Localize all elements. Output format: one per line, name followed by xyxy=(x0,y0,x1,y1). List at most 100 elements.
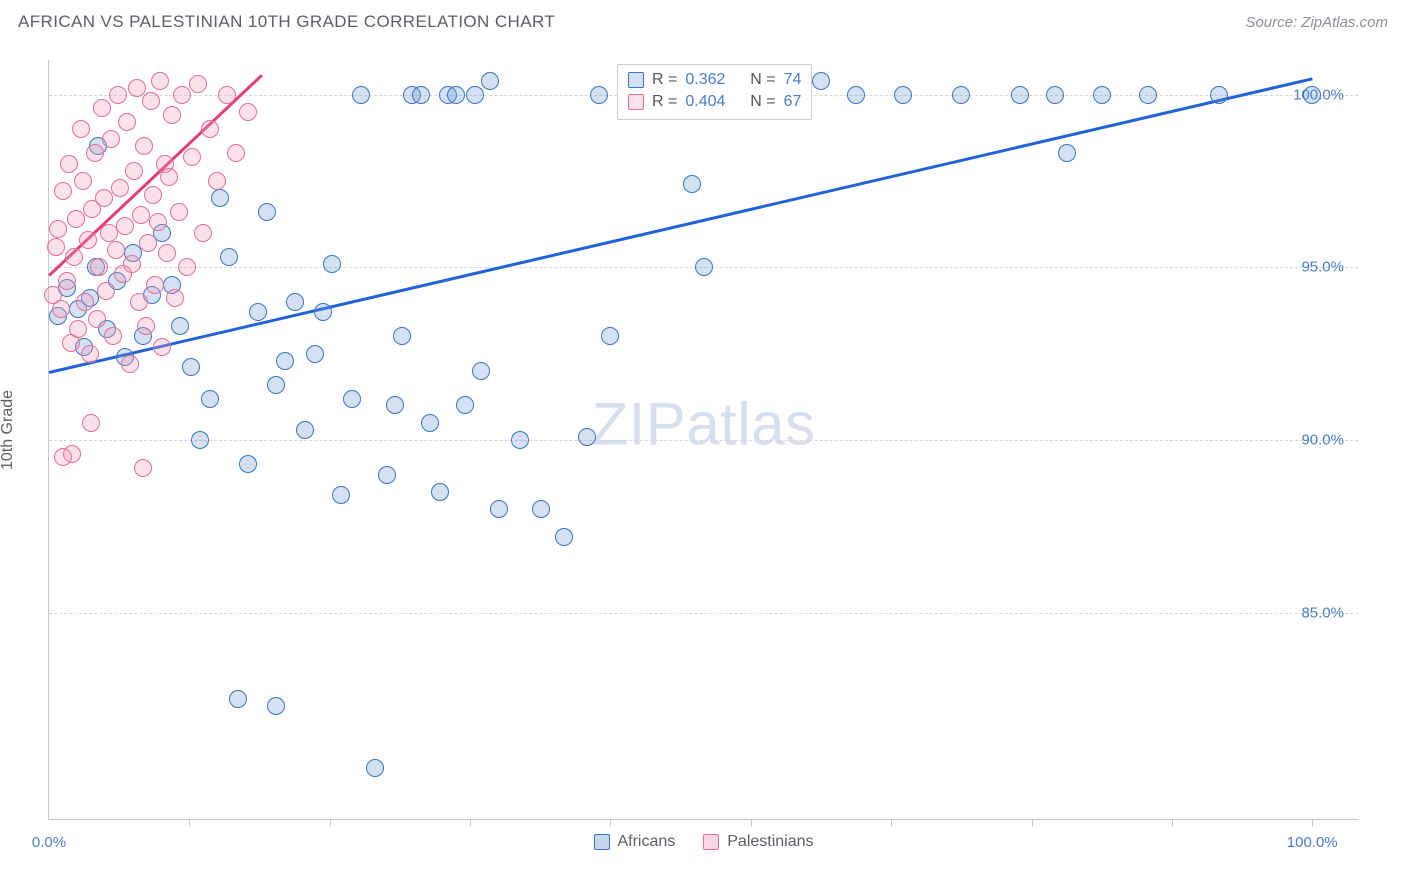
data-point xyxy=(1046,86,1064,104)
data-point xyxy=(128,79,146,97)
legend-label: Palestinians xyxy=(727,833,813,851)
x-tick xyxy=(891,819,892,827)
data-point xyxy=(149,213,167,231)
stats-label: N = xyxy=(750,93,775,111)
data-point xyxy=(95,189,113,207)
data-point xyxy=(81,345,99,363)
data-point xyxy=(227,144,245,162)
data-point xyxy=(421,414,439,432)
chart-title: AFRICAN VS PALESTINIAN 10TH GRADE CORREL… xyxy=(18,12,555,32)
data-point xyxy=(239,455,257,473)
data-point xyxy=(511,431,529,449)
stats-row: R = 0.404 N = 67 xyxy=(626,91,803,113)
data-point xyxy=(130,293,148,311)
data-point xyxy=(79,231,97,249)
data-point xyxy=(88,310,106,328)
data-point xyxy=(343,390,361,408)
data-point xyxy=(182,358,200,376)
data-point xyxy=(683,175,701,193)
x-tick-label: 0.0% xyxy=(32,834,66,851)
legend-swatch-icon xyxy=(593,834,609,850)
data-point xyxy=(1011,86,1029,104)
data-point xyxy=(267,697,285,715)
trend-line xyxy=(49,77,1313,373)
data-point xyxy=(490,500,508,518)
data-point xyxy=(201,390,219,408)
data-point xyxy=(166,289,184,307)
stats-n-value: 67 xyxy=(784,93,802,111)
data-point xyxy=(137,317,155,335)
legend-item: Africans xyxy=(593,833,675,851)
data-point xyxy=(201,120,219,138)
gridline xyxy=(49,613,1358,614)
data-point xyxy=(590,86,608,104)
data-point xyxy=(220,248,238,266)
legend: Africans Palestinians xyxy=(593,833,813,851)
data-point xyxy=(249,303,267,321)
data-point xyxy=(378,466,396,484)
data-point xyxy=(258,203,276,221)
legend-swatch-icon xyxy=(628,72,644,88)
data-point xyxy=(118,113,136,131)
data-point xyxy=(132,206,150,224)
data-point xyxy=(183,148,201,166)
data-point xyxy=(847,86,865,104)
x-tick xyxy=(330,819,331,827)
gridline xyxy=(49,440,1358,441)
y-tick-label: 85.0% xyxy=(1301,604,1344,621)
source-label: Source: ZipAtlas.com xyxy=(1245,14,1388,31)
data-point xyxy=(47,238,65,256)
data-point xyxy=(695,258,713,276)
data-point xyxy=(151,72,169,90)
stats-label: N = xyxy=(750,71,775,89)
data-point xyxy=(160,168,178,186)
y-tick-label: 95.0% xyxy=(1301,259,1344,276)
data-point xyxy=(286,293,304,311)
x-tick xyxy=(751,819,752,827)
x-tick xyxy=(1032,819,1033,827)
legend-item: Palestinians xyxy=(703,833,813,851)
legend-label: Africans xyxy=(617,833,675,851)
data-point xyxy=(76,293,94,311)
data-point xyxy=(125,162,143,180)
x-tick xyxy=(1172,819,1173,827)
data-point xyxy=(142,92,160,110)
data-point xyxy=(211,189,229,207)
data-point xyxy=(952,86,970,104)
x-tick xyxy=(610,819,611,827)
data-point xyxy=(93,99,111,117)
legend-swatch-icon xyxy=(628,94,644,110)
data-point xyxy=(109,86,127,104)
data-point xyxy=(352,86,370,104)
data-point xyxy=(111,179,129,197)
data-point xyxy=(314,303,332,321)
data-point xyxy=(306,345,324,363)
data-point xyxy=(267,376,285,394)
data-point xyxy=(123,255,141,273)
x-tick xyxy=(470,819,471,827)
stats-label: R = xyxy=(652,71,677,89)
y-tick-label: 90.0% xyxy=(1301,432,1344,449)
data-point xyxy=(54,182,72,200)
stats-box: R = 0.362 N = 74R = 0.404 N = 67 xyxy=(617,64,812,120)
data-point xyxy=(104,327,122,345)
watermark-a: ZIP xyxy=(591,391,686,458)
data-point xyxy=(107,241,125,259)
data-point xyxy=(1303,86,1321,104)
data-point xyxy=(97,282,115,300)
data-point xyxy=(170,203,188,221)
data-point xyxy=(178,258,196,276)
data-point xyxy=(412,86,430,104)
data-point xyxy=(208,172,226,190)
data-point xyxy=(481,72,499,90)
data-point xyxy=(812,72,830,90)
data-point xyxy=(144,186,162,204)
data-point xyxy=(386,396,404,414)
data-point xyxy=(65,248,83,266)
data-point xyxy=(121,355,139,373)
data-point xyxy=(100,224,118,242)
data-point xyxy=(82,414,100,432)
data-point xyxy=(601,327,619,345)
data-point xyxy=(135,137,153,155)
watermark-b: atlas xyxy=(686,391,815,458)
